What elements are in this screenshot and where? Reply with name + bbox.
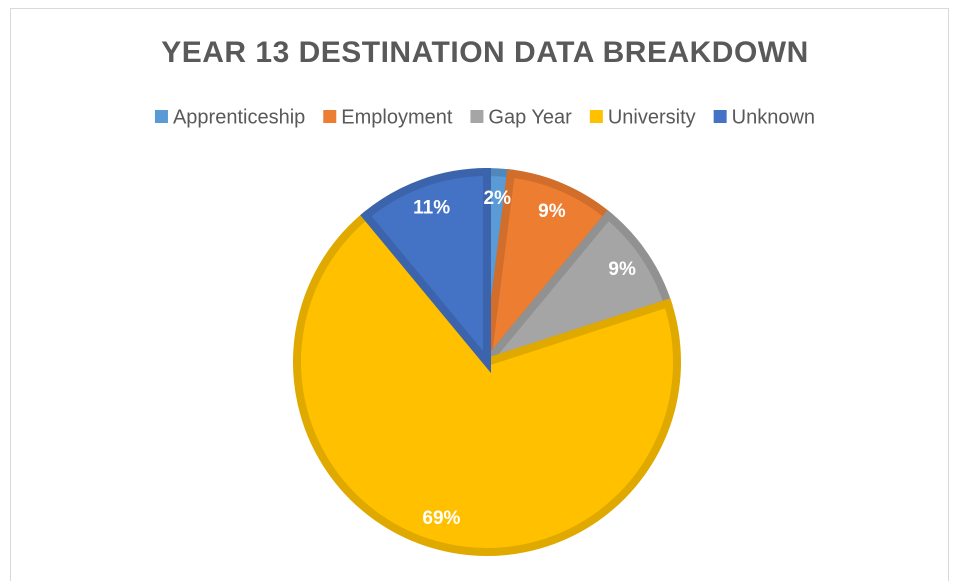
legend-swatch [589,110,603,123]
legend-label: Gap Year [488,106,572,128]
data-label: 9% [538,201,566,222]
legend-label: Unknown [732,106,815,128]
pie-slice [293,209,681,556]
legend-swatch [323,110,337,123]
data-label: 9% [608,259,636,280]
legend-swatch [713,110,727,123]
data-label: 11% [413,197,450,218]
pie-slice [360,167,491,374]
legend-label: Apprenticeship [173,106,305,128]
data-label: 2% [484,188,512,209]
data-label: 69% [422,508,460,529]
chart-title: YEAR 13 DESTINATION DATA BREAKDOWN [161,36,809,69]
legend-label: University [608,106,696,128]
legend-swatch [154,110,168,123]
legend-swatch [470,110,484,123]
legend-label: Employment [341,106,453,128]
